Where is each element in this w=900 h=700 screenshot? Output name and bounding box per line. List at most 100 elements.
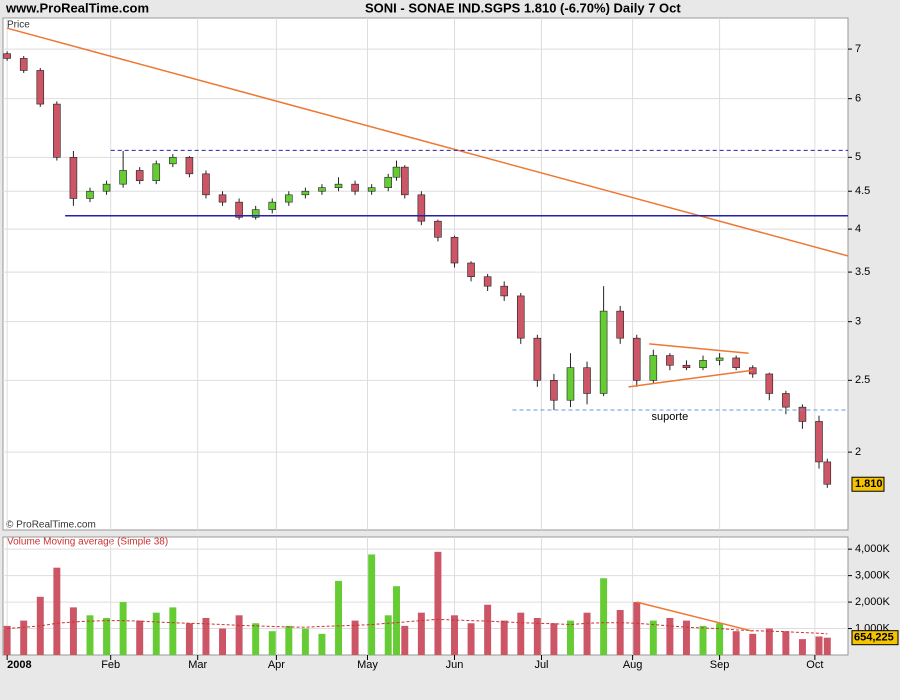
volume-bar — [517, 612, 525, 655]
volume-bar — [633, 602, 641, 655]
volume-bar — [533, 617, 541, 655]
volume-bar — [798, 639, 806, 655]
volume-bar — [401, 625, 409, 655]
candle-body — [467, 262, 475, 278]
y-tick-label: 3.5 — [855, 266, 870, 278]
volume-bar — [318, 633, 326, 655]
x-tick-label: Feb — [101, 659, 120, 671]
volume-bar — [583, 612, 591, 655]
candle-body — [516, 295, 525, 339]
x-tick-label: Oct — [806, 659, 823, 671]
volume-bar — [823, 637, 831, 655]
y-tick-label: 4 — [855, 223, 861, 235]
candle-body — [119, 170, 127, 185]
credit: © ProRealTime.com — [6, 520, 96, 531]
candle-body — [268, 201, 277, 210]
volume-bar — [86, 615, 94, 655]
candle-body — [782, 393, 790, 408]
volume-panel — [2, 536, 849, 656]
candle-body — [483, 276, 492, 287]
candle-body — [450, 236, 459, 264]
candle-body — [500, 285, 508, 297]
candle-body — [3, 53, 11, 59]
volume-bar — [500, 620, 508, 655]
volume-bar — [732, 631, 740, 655]
volume-bar — [649, 620, 657, 655]
volume-bar — [600, 578, 608, 655]
candle-body — [434, 220, 442, 238]
volume-bar — [699, 625, 707, 655]
candle-body — [367, 187, 376, 192]
candle-body — [69, 157, 78, 199]
candle-body — [649, 355, 658, 381]
candle-body — [699, 360, 707, 369]
candle-body — [334, 183, 343, 188]
y-tick-label: 5 — [855, 151, 861, 163]
trend-line — [636, 601, 753, 632]
candle-body — [550, 380, 558, 401]
x-tick-label: Jun — [446, 659, 464, 671]
volume-bar — [749, 633, 757, 655]
volume-bar — [616, 610, 624, 655]
volume-bar — [3, 625, 11, 655]
candle-body — [533, 337, 542, 381]
candle-body — [666, 355, 674, 366]
candle-body — [218, 194, 227, 203]
candle-body — [36, 70, 45, 105]
volume-bar — [285, 625, 293, 655]
candle-body — [351, 183, 359, 192]
volume-bar — [566, 620, 574, 655]
candle-body — [169, 157, 177, 165]
volume-bar — [202, 617, 210, 655]
candle-body — [384, 176, 393, 188]
volume-bar — [782, 631, 790, 655]
x-tick-label: May — [357, 659, 378, 671]
candle-body — [682, 364, 691, 369]
volume-bar — [335, 580, 342, 655]
x-tick-label: Sep — [710, 659, 730, 671]
panel-label: Price — [7, 20, 30, 31]
volume-bar — [682, 620, 690, 655]
candle-body — [251, 209, 260, 218]
candle-body — [616, 310, 624, 339]
volume-bar — [152, 612, 160, 655]
candle-body — [102, 183, 111, 192]
candle-body — [86, 190, 94, 199]
volume-bar — [351, 620, 359, 655]
volume-bar — [484, 604, 492, 655]
annotation-label: suporte — [652, 411, 689, 423]
y-tick-label: 2,000K — [855, 596, 891, 608]
x-tick-label: Apr — [268, 659, 285, 671]
volume-bar — [136, 620, 144, 655]
candle-body — [798, 406, 807, 422]
y-tick-label: 6 — [855, 93, 861, 105]
candle-body — [401, 166, 409, 196]
candle-body — [392, 166, 401, 178]
trend-line — [6, 27, 849, 257]
volume-title: Volume Moving average (Simple 38) — [7, 537, 168, 548]
candle-body — [152, 163, 161, 181]
volume-bar — [384, 615, 392, 655]
candle-body — [566, 367, 575, 401]
volume-bar — [393, 586, 400, 655]
candle-body — [301, 190, 310, 196]
volume-bar — [666, 617, 674, 655]
candle-body — [417, 194, 426, 222]
volume-bar — [169, 607, 177, 655]
y-tick-label: 7 — [855, 43, 861, 55]
candle-body — [285, 194, 293, 203]
volume-bar — [36, 596, 44, 655]
candle-body — [583, 367, 591, 394]
price-panel — [2, 17, 849, 531]
candle-body — [599, 310, 608, 394]
candle-body — [632, 337, 641, 381]
candle-body — [815, 421, 823, 463]
chart-title: SONI - SONAE IND.SGPS 1.810 (-6.70%) Dai… — [365, 0, 681, 15]
volume-bar — [434, 551, 442, 655]
site: www.ProRealTime.com — [5, 0, 149, 15]
volume-bar — [53, 567, 61, 655]
trend-line — [649, 343, 749, 354]
candle-body — [732, 357, 740, 369]
x-tick-label: Aug — [623, 659, 643, 671]
x-tick-label: Mar — [188, 659, 207, 671]
